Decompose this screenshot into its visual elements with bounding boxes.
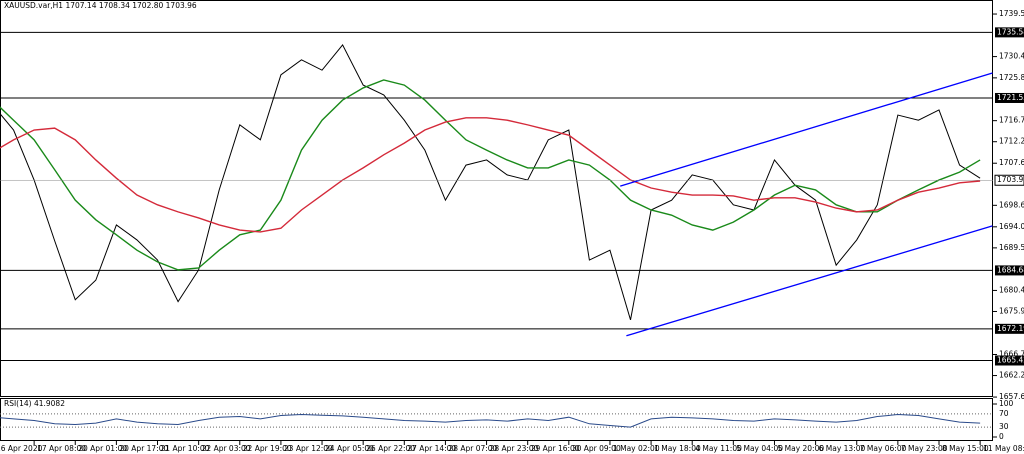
trendline xyxy=(620,72,993,187)
y-tick-label: 1680.40 xyxy=(999,285,1024,294)
y-tick-label: 1694.00 xyxy=(999,222,1024,231)
y-tick-label: 1739.50 xyxy=(999,9,1024,18)
x-tick-label: 22 Apr 19:00 xyxy=(243,444,292,453)
rsi-label: RSI(14) 41.9082 xyxy=(4,399,65,408)
x-tick-label: 24 Apr 05:00 xyxy=(325,444,374,453)
rsi-panel xyxy=(0,398,993,441)
x-tick-label: 8 May 15:00 xyxy=(942,444,989,453)
level-label: 1721.55 xyxy=(997,93,1024,102)
x-tick-label: 6 May 13:00 xyxy=(819,444,866,453)
y-tick-label: 1730.40 xyxy=(999,52,1024,61)
x-tick-label: 11 May 08:00 xyxy=(983,444,1024,453)
x-tick-label: 22 Apr 03:00 xyxy=(202,444,251,453)
x-tick-label: 4 May 11:00 xyxy=(695,444,742,453)
y-tick-label: 1657.60 xyxy=(999,392,1024,401)
rsi-tick-label: 70 xyxy=(999,409,1009,418)
x-tick-label: 30 Apr 09:00 xyxy=(572,444,621,453)
y-tick-label: 1689.50 xyxy=(999,243,1024,252)
x-tick-label: 21 Apr 10:00 xyxy=(161,444,210,453)
y-tick-label: 1725.85 xyxy=(999,73,1024,82)
price-line xyxy=(0,43,981,321)
y-tick-label: 1675.90 xyxy=(999,306,1024,315)
y-tick-label: 1712.20 xyxy=(999,137,1024,146)
y-tick-label: 1666.70 xyxy=(999,350,1024,359)
price-line xyxy=(0,117,981,233)
trendline xyxy=(626,225,993,337)
x-tick-label: 5 May 20:00 xyxy=(777,444,824,453)
level-label: 1735.58 xyxy=(997,27,1024,36)
level-label-box xyxy=(995,92,1024,103)
x-tick-label: 17 Apr 08:00 xyxy=(37,444,86,453)
x-tick-label: 16 Apr 2020 xyxy=(0,444,43,453)
y-tick-label: 1707.60 xyxy=(999,158,1024,167)
x-tick-label: 28 Apr 07:00 xyxy=(448,444,497,453)
level-label-box xyxy=(995,323,1024,334)
x-tick-label: 7 May 23:00 xyxy=(901,444,948,453)
level-label: 1684.68 xyxy=(997,265,1024,274)
x-tick-label: 5 May 04:00 xyxy=(736,444,783,453)
x-tick-label: 26 Apr 22:00 xyxy=(366,444,415,453)
x-tick-label: 20 Apr 17:00 xyxy=(119,444,168,453)
last-price-box xyxy=(994,174,1024,186)
level-label-box xyxy=(995,355,1024,366)
price-line xyxy=(0,79,981,271)
rsi-tick-label: 100 xyxy=(999,399,1014,408)
y-tick-label: 1716.70 xyxy=(999,116,1024,125)
rsi-tick-label: 30 xyxy=(999,422,1009,431)
rsi-line xyxy=(0,414,981,428)
y-tick-label: 1698.60 xyxy=(999,200,1024,209)
level-label-box xyxy=(995,265,1024,276)
level-label: 1672.19 xyxy=(997,324,1024,333)
chart-title: XAUUSD.var,H1 1707.14 1708.34 1702.80 17… xyxy=(4,1,197,10)
x-tick-label: 28 Apr 23:00 xyxy=(490,444,539,453)
x-tick-label: 27 Apr 14:00 xyxy=(407,444,456,453)
x-tick-label: 23 Apr 12:00 xyxy=(284,444,333,453)
level-label-box xyxy=(995,27,1024,38)
rsi-tick-label: 0 xyxy=(999,432,1004,441)
x-tick-label: 20 Apr 01:00 xyxy=(78,444,127,453)
x-tick-label: 29 Apr 16:00 xyxy=(531,444,580,453)
x-tick-label: 1 May 02:00 xyxy=(613,444,660,453)
last-price-label: 1703.96 xyxy=(997,175,1024,184)
x-tick-label: 1 May 18:00 xyxy=(654,444,701,453)
main-panel xyxy=(0,0,993,397)
level-label: 1665.42 xyxy=(997,355,1024,364)
y-tick-label: 1662.20 xyxy=(999,371,1024,380)
x-tick-label: 7 May 06:00 xyxy=(860,444,907,453)
